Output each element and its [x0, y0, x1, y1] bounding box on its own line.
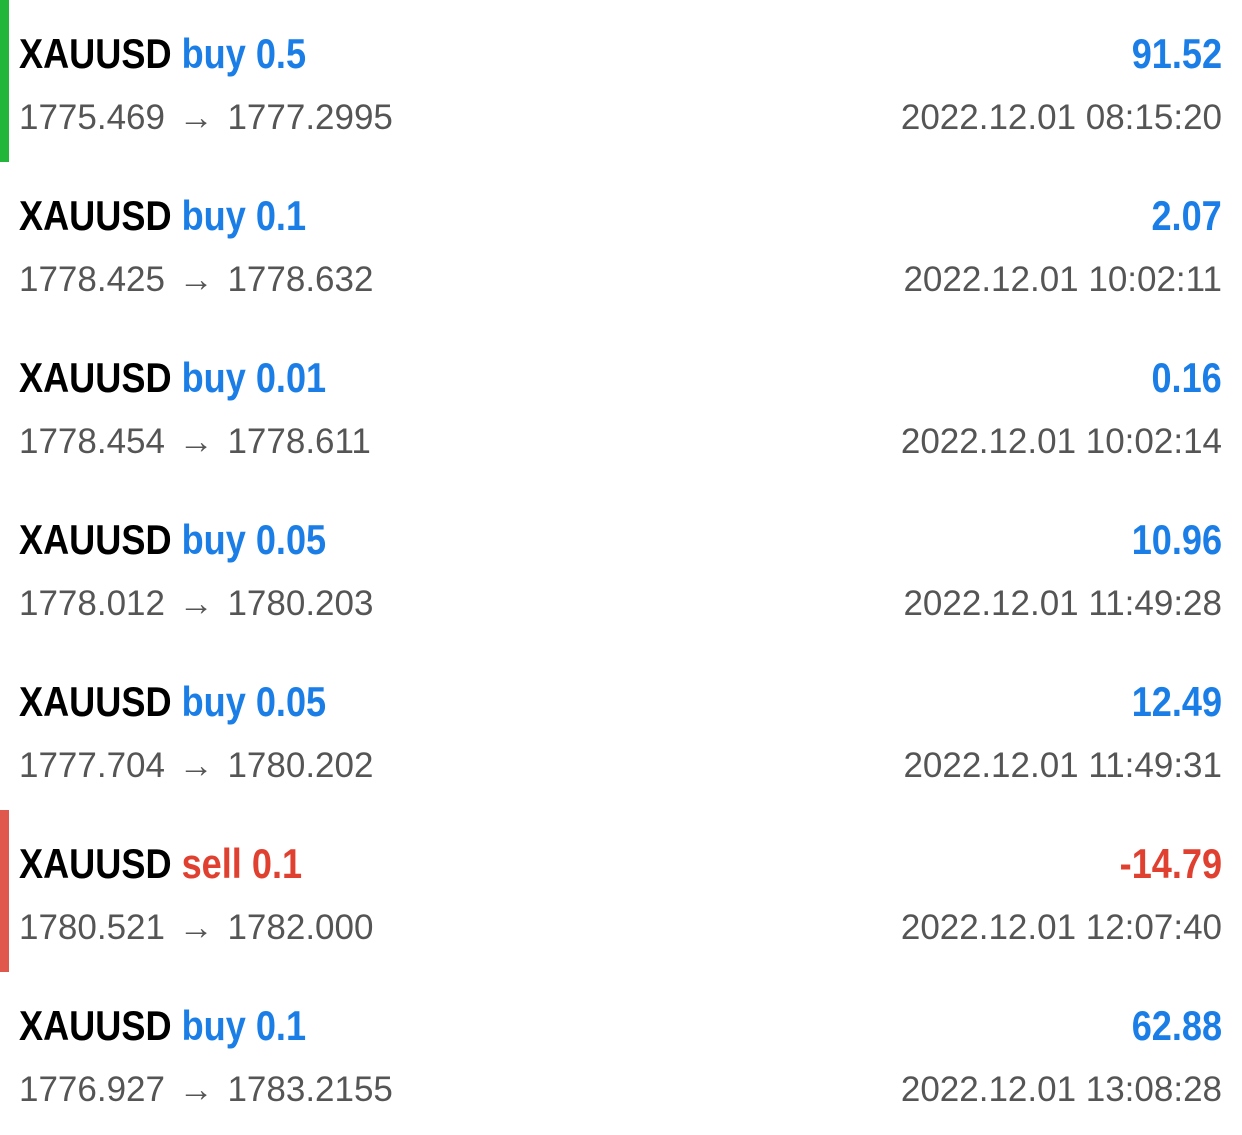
profit-value: 12.49 — [1131, 678, 1222, 725]
open-price: 1777.704 — [19, 746, 165, 785]
open-price: 1775.469 — [19, 98, 165, 137]
trade-summary-line: XAUUSD sell 0.1 -14.79 — [19, 836, 1222, 892]
open-price: 1778.012 — [19, 584, 165, 623]
close-price: 1783.2155 — [227, 1070, 393, 1109]
arrow-right-icon: → — [178, 422, 214, 461]
order-type: buy — [181, 1002, 246, 1049]
order-type: sell — [181, 840, 242, 887]
price-range: 1777.704 → 1780.202 — [19, 744, 373, 788]
profit-value: 0.16 — [1151, 354, 1222, 401]
arrow-right-icon: → — [178, 746, 214, 785]
profit-value: -14.79 — [1119, 840, 1222, 887]
trade-timestamp: 2022.12.01 12:07:40 — [900, 908, 1222, 947]
trade-title: XAUUSD buy 0.5 — [19, 26, 306, 82]
trade-detail-line: 1777.704 → 1780.202 2022.12.01 11:49:31 — [19, 744, 1222, 788]
trade-row[interactable]: XAUUSD buy 0.1 2.07 1778.425 → 1778.632 … — [0, 162, 1242, 324]
trade-timestamp: 2022.12.01 11:49:31 — [903, 746, 1222, 785]
trade-summary-line: XAUUSD buy 0.05 12.49 — [19, 674, 1222, 730]
trade-timestamp: 2022.12.01 13:08:28 — [900, 1070, 1222, 1109]
trade-row[interactable]: XAUUSD sell 0.1 -14.79 1780.521 → 1782.0… — [0, 810, 1242, 972]
open-price: 1778.454 — [19, 422, 165, 461]
order-volume: 0.01 — [255, 354, 327, 401]
trade-timestamp: 2022.12.01 10:02:14 — [900, 422, 1222, 461]
profit-value: 62.88 — [1131, 1002, 1222, 1049]
order-volume: 0.1 — [251, 840, 303, 887]
trade-title: XAUUSD buy 0.05 — [19, 512, 326, 568]
price-range: 1778.425 → 1778.632 — [19, 258, 373, 302]
trade-row[interactable]: XAUUSD buy 0.05 10.96 1778.012 → 1780.20… — [0, 486, 1242, 648]
profit-value: 10.96 — [1131, 516, 1222, 563]
trade-detail-line: 1778.425 → 1778.632 2022.12.01 10:02:11 — [19, 258, 1222, 302]
trade-row[interactable]: XAUUSD buy 0.1 62.88 1776.927 → 1783.215… — [0, 972, 1242, 1134]
trade-row[interactable]: XAUUSD buy 0.5 91.52 1775.469 → 1777.299… — [0, 0, 1242, 162]
price-range: 1775.469 → 1777.2995 — [19, 96, 393, 140]
open-price: 1776.927 — [19, 1070, 165, 1109]
trade-summary-line: XAUUSD buy 0.01 0.16 — [19, 350, 1222, 406]
symbol-label: XAUUSD — [19, 516, 172, 563]
trade-title: XAUUSD buy 0.1 — [19, 998, 306, 1054]
trade-summary-line: XAUUSD buy 0.5 91.52 — [19, 26, 1222, 82]
trade-timestamp: 2022.12.01 10:02:11 — [903, 260, 1222, 299]
profit-value: 2.07 — [1151, 192, 1222, 239]
symbol-label: XAUUSD — [19, 192, 172, 239]
trade-detail-line: 1776.927 → 1783.2155 2022.12.01 13:08:28 — [19, 1068, 1222, 1112]
arrow-right-icon: → — [178, 908, 214, 947]
price-range: 1778.012 → 1780.203 — [19, 582, 373, 626]
order-type: buy — [181, 678, 246, 725]
close-price: 1777.2995 — [227, 98, 393, 137]
symbol-label: XAUUSD — [19, 30, 172, 77]
trade-detail-line: 1780.521 → 1782.000 2022.12.01 12:07:40 — [19, 906, 1222, 950]
trade-detail-line: 1778.454 → 1778.611 2022.12.01 10:02:14 — [19, 420, 1222, 464]
order-volume: 0.1 — [255, 192, 307, 239]
trade-title: XAUUSD buy 0.05 — [19, 674, 326, 730]
symbol-label: XAUUSD — [19, 1002, 172, 1049]
order-type: buy — [181, 30, 246, 77]
trade-title: XAUUSD sell 0.1 — [19, 836, 302, 892]
arrow-right-icon: → — [178, 584, 214, 623]
trade-detail-line: 1775.469 → 1777.2995 2022.12.01 08:15:20 — [19, 96, 1222, 140]
open-price: 1778.425 — [19, 260, 165, 299]
order-volume: 0.05 — [255, 678, 327, 725]
close-price: 1782.000 — [227, 908, 374, 947]
trade-summary-line: XAUUSD buy 0.1 2.07 — [19, 188, 1222, 244]
close-price: 1778.632 — [227, 260, 374, 299]
trade-timestamp: 2022.12.01 11:49:28 — [903, 584, 1222, 623]
symbol-label: XAUUSD — [19, 678, 172, 725]
arrow-right-icon: → — [178, 98, 214, 137]
trade-detail-line: 1778.012 → 1780.203 2022.12.01 11:49:28 — [19, 582, 1222, 626]
order-volume: 0.05 — [255, 516, 327, 563]
trade-row[interactable]: XAUUSD buy 0.05 12.49 1777.704 → 1780.20… — [0, 648, 1242, 810]
row-accent-bar — [0, 810, 9, 972]
order-volume: 0.1 — [255, 1002, 307, 1049]
trade-title: XAUUSD buy 0.1 — [19, 188, 306, 244]
arrow-right-icon: → — [178, 260, 214, 299]
price-range: 1776.927 → 1783.2155 — [19, 1068, 393, 1112]
trade-summary-line: XAUUSD buy 0.1 62.88 — [19, 998, 1222, 1054]
price-range: 1780.521 → 1782.000 — [19, 906, 373, 950]
order-type: buy — [181, 192, 246, 239]
row-accent-bar — [0, 0, 9, 162]
order-type: buy — [181, 516, 246, 563]
symbol-label: XAUUSD — [19, 354, 172, 401]
close-price: 1780.202 — [227, 746, 374, 785]
close-price: 1780.203 — [227, 584, 374, 623]
trade-summary-line: XAUUSD buy 0.05 10.96 — [19, 512, 1222, 568]
symbol-label: XAUUSD — [19, 840, 172, 887]
profit-value: 91.52 — [1131, 30, 1222, 77]
open-price: 1780.521 — [19, 908, 165, 947]
order-type: buy — [181, 354, 246, 401]
trade-timestamp: 2022.12.01 08:15:20 — [900, 98, 1222, 137]
trade-row[interactable]: XAUUSD buy 0.01 0.16 1778.454 → 1778.611… — [0, 324, 1242, 486]
close-price: 1778.611 — [227, 422, 371, 461]
price-range: 1778.454 → 1778.611 — [19, 420, 371, 464]
arrow-right-icon: → — [178, 1070, 214, 1109]
order-volume: 0.5 — [255, 30, 307, 77]
trade-title: XAUUSD buy 0.01 — [19, 350, 326, 406]
